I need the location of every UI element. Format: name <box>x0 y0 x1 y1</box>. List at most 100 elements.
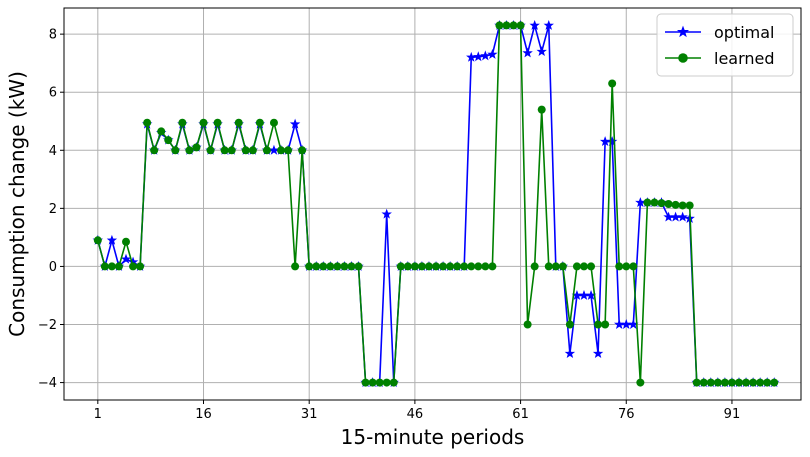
learned-point <box>185 146 194 155</box>
optimal-point <box>606 136 618 146</box>
learned-point <box>234 118 243 127</box>
learned-point <box>530 262 539 271</box>
learned-point <box>375 378 384 387</box>
learned-point <box>122 237 131 246</box>
learned-point <box>403 262 412 271</box>
learned-point <box>213 118 222 127</box>
x-axis-label: 15-minute periods <box>341 425 525 449</box>
learned-point <box>410 262 419 271</box>
learned-point <box>608 79 617 88</box>
learned-point <box>601 320 610 329</box>
x-tick-label: 16 <box>195 407 212 422</box>
series-learned <box>93 21 779 387</box>
learned-point <box>129 262 138 271</box>
learned-point <box>544 262 553 271</box>
learned-point <box>354 262 363 271</box>
y-tick-label: 6 <box>49 86 57 101</box>
learned-point <box>178 118 187 127</box>
optimal-point <box>592 348 604 358</box>
learned-point <box>248 146 257 155</box>
learned-point <box>685 201 694 210</box>
learned-point <box>467 262 476 271</box>
optimal-point <box>522 47 533 58</box>
learned-point <box>763 378 772 387</box>
learned-point <box>594 320 603 329</box>
learned-point <box>657 199 666 208</box>
learned-point <box>650 198 659 207</box>
learned-point <box>220 146 229 155</box>
legend-items: optimal learned <box>665 23 775 68</box>
learned-point <box>558 262 567 271</box>
y-tick-label: 8 <box>49 28 57 43</box>
learned-point <box>537 105 546 114</box>
legend-item-optimal: optimal <box>665 23 775 42</box>
learned-point <box>100 262 109 271</box>
learned-point <box>227 146 236 155</box>
y-tick-label: 4 <box>49 144 57 159</box>
learned-point <box>742 378 751 387</box>
learned-point <box>692 378 701 387</box>
learned-point <box>192 143 201 152</box>
y-tick-label: −2 <box>38 318 57 333</box>
learned-point <box>572 262 581 271</box>
optimal-point <box>536 46 547 56</box>
optimal-point <box>381 208 392 219</box>
x-tick-label: 31 <box>301 407 318 422</box>
x-tick-label: 61 <box>512 407 529 422</box>
optimal-point <box>487 48 498 59</box>
learned-point <box>382 378 391 387</box>
learned-point <box>523 320 532 329</box>
learned-point <box>439 262 448 271</box>
x-tick-label: 76 <box>618 407 635 422</box>
optimal-point <box>677 211 688 222</box>
y-tick-label: 0 <box>49 260 57 275</box>
learned-point <box>579 262 588 271</box>
learned-point <box>305 262 314 271</box>
learned-point <box>706 378 715 387</box>
optimal-point <box>480 50 491 61</box>
learned-point <box>164 136 173 145</box>
legend-label-learned: learned <box>714 49 775 68</box>
learned-point <box>629 262 638 271</box>
learned-point <box>107 262 116 271</box>
learned-point <box>516 21 525 30</box>
plot-series <box>92 19 780 388</box>
x-tick-label: 91 <box>724 407 741 422</box>
learned-point <box>678 201 687 210</box>
learned-point <box>643 198 652 207</box>
learned-point <box>446 262 455 271</box>
learned-point <box>312 262 321 271</box>
y-tick-label: 2 <box>49 202 57 217</box>
learned-point <box>749 378 758 387</box>
learned-point <box>114 262 123 271</box>
learned-point <box>150 146 159 155</box>
learned-point <box>664 200 673 208</box>
learned-point <box>298 146 307 155</box>
learned-point <box>199 118 208 127</box>
y-axis-label: Consumption change (kW) <box>5 71 29 337</box>
legend-marker-learned <box>678 53 688 63</box>
y-tick-label: −4 <box>38 376 57 391</box>
x-tick-label: 1 <box>94 407 102 422</box>
learned-point <box>269 118 278 127</box>
optimal-point <box>106 234 118 245</box>
learned-point <box>171 146 180 155</box>
optimal-point <box>543 19 554 30</box>
optimal-point <box>529 19 540 30</box>
optimal-point <box>120 253 132 264</box>
learned-point <box>396 262 405 271</box>
learned-point <box>770 378 779 387</box>
learned-point <box>699 378 708 387</box>
learned-point <box>488 262 497 271</box>
learned-point <box>565 320 574 329</box>
learned-point <box>136 262 145 271</box>
optimal-point <box>564 348 576 358</box>
learned-point <box>417 262 426 271</box>
learned-point <box>326 262 335 271</box>
learned-point <box>636 378 645 387</box>
learned-point <box>713 378 722 387</box>
learned-point <box>615 262 624 271</box>
plot-frame <box>63 7 802 401</box>
learned-point <box>727 378 736 387</box>
